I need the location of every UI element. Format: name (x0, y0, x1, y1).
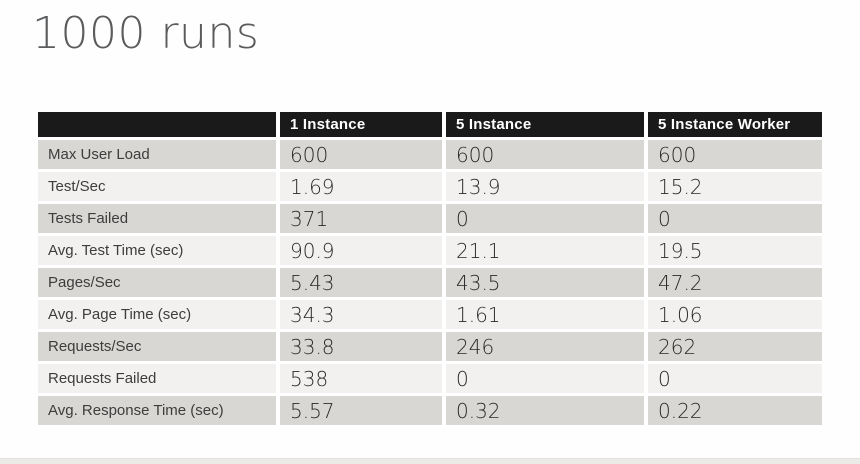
table-row: Avg. Page Time (sec) 34.3 1.61 1.06 (38, 298, 822, 332)
row-label: Requests Failed (38, 362, 280, 396)
row-value: 0.22 (646, 394, 822, 428)
row-label: Avg. Response Time (sec) (38, 394, 280, 428)
row-value: 1.69 (278, 170, 446, 204)
row-value: 13.9 (444, 170, 648, 204)
table-header-row: 1 Instance 5 Instance 5 Instance Worker (38, 112, 822, 140)
row-value: 19.5 (646, 234, 822, 268)
table-row: Avg. Test Time (sec) 90.9 21.1 19.5 (38, 234, 822, 268)
column-header: 1 Instance (278, 112, 446, 140)
row-value: 0 (646, 362, 822, 396)
row-value: 43.5 (444, 266, 648, 300)
row-value: 34.3 (278, 298, 446, 332)
row-value: 246 (444, 330, 648, 364)
column-header: 5 Instance (444, 112, 648, 140)
row-value: 0 (646, 202, 822, 236)
slide-title: 1000 runs (32, 8, 260, 59)
row-label: Requests/Sec (38, 330, 280, 364)
slide-bottom-edge (0, 458, 860, 464)
row-value: 0 (444, 202, 648, 236)
row-value: 600 (444, 138, 648, 172)
row-label: Tests Failed (38, 202, 280, 236)
row-value: 21.1 (444, 234, 648, 268)
row-value: 1.06 (646, 298, 822, 332)
row-label: Test/Sec (38, 170, 280, 204)
table-row: Tests Failed 371 0 0 (38, 202, 822, 236)
table-row: Pages/Sec 5.43 43.5 47.2 (38, 266, 822, 300)
row-label: Avg. Test Time (sec) (38, 234, 280, 268)
row-value: 371 (278, 202, 446, 236)
row-value: 600 (646, 138, 822, 172)
table-row: Test/Sec 1.69 13.9 15.2 (38, 170, 822, 204)
row-value: 262 (646, 330, 822, 364)
row-label: Max User Load (38, 138, 280, 172)
row-label: Avg. Page Time (sec) (38, 298, 280, 332)
column-header: 5 Instance Worker (646, 112, 822, 140)
row-value: 33.8 (278, 330, 446, 364)
row-value: 1.61 (444, 298, 648, 332)
table-row: Requests Failed 538 0 0 (38, 362, 822, 396)
row-value: 0.32 (444, 394, 648, 428)
row-value: 600 (278, 138, 446, 172)
row-value: 47.2 (646, 266, 822, 300)
row-value: 538 (278, 362, 446, 396)
row-value: 15.2 (646, 170, 822, 204)
row-label: Pages/Sec (38, 266, 280, 300)
table-row: Requests/Sec 33.8 246 262 (38, 330, 822, 364)
row-value: 0 (444, 362, 648, 396)
table-row: Avg. Response Time (sec) 5.57 0.32 0.22 (38, 394, 822, 428)
row-value: 5.43 (278, 266, 446, 300)
column-header-metric (38, 112, 280, 140)
row-value: 5.57 (278, 394, 446, 428)
table-row: Max User Load 600 600 600 (38, 138, 822, 172)
performance-results-table: 1 Instance 5 Instance 5 Instance Worker Ma… (38, 112, 822, 428)
row-value: 90.9 (278, 234, 446, 268)
